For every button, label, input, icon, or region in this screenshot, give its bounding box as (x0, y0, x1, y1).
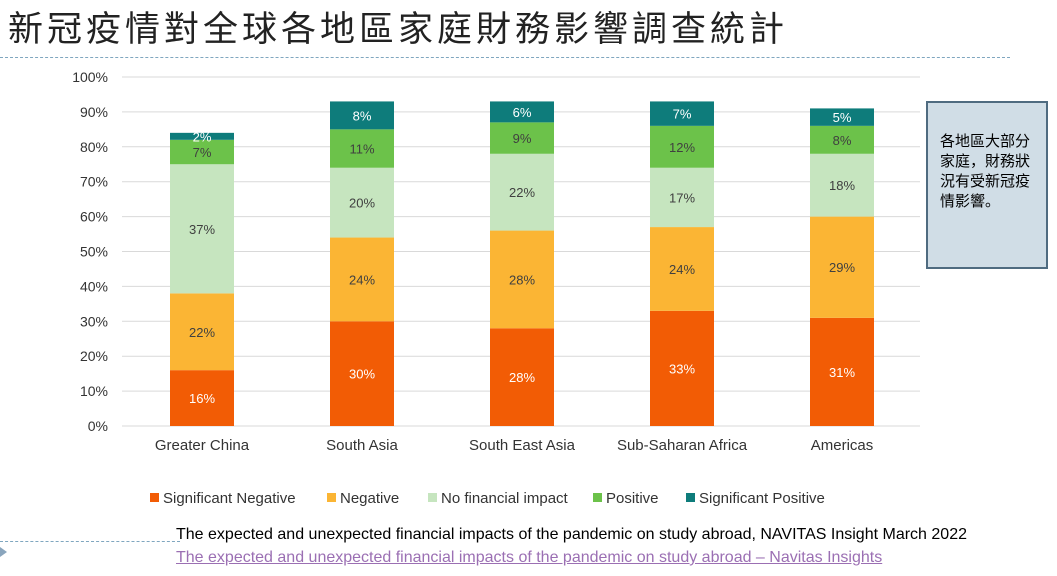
note-box: 各地區大部分家庭，財務狀況有受新冠疫情影響。 (926, 101, 1048, 269)
x-tick-label: Sub-Saharan Africa (617, 437, 748, 454)
data-label: 8% (833, 133, 852, 148)
data-label: 33% (669, 361, 695, 376)
x-tick-label: South Asia (326, 437, 398, 454)
legend-swatch (686, 493, 695, 502)
page-title: 新冠疫情對全球各地區家庭財務影響調查統計 (8, 6, 1008, 54)
data-label: 28% (509, 272, 535, 287)
legend-swatch (428, 493, 437, 502)
data-label: 11% (349, 142, 374, 157)
data-label: 7% (673, 107, 692, 122)
bottom-divider (0, 541, 180, 542)
data-label: 29% (829, 260, 855, 275)
data-label: 22% (189, 325, 215, 340)
y-tick-label: 10% (80, 383, 108, 399)
data-label: 31% (829, 365, 855, 380)
y-tick-label: 90% (80, 104, 108, 120)
legend-label: Negative (340, 490, 399, 507)
y-tick-label: 50% (80, 244, 108, 260)
legend-item: Significant Negative (150, 490, 296, 507)
legend-label: Positive (606, 490, 659, 507)
legend-label: No financial impact (441, 490, 568, 507)
legend-swatch (150, 493, 159, 502)
source-citation: The expected and unexpected financial im… (176, 526, 967, 544)
y-tick-label: 0% (88, 418, 108, 434)
y-tick-label: 20% (80, 348, 108, 364)
x-tick-label: Greater China (155, 437, 250, 454)
legend-label: Significant Negative (163, 490, 296, 507)
data-label: 22% (509, 185, 535, 200)
data-label: 18% (829, 178, 855, 193)
y-tick-label: 100% (72, 69, 108, 85)
y-tick-label: 60% (80, 209, 108, 225)
data-label: 5% (833, 110, 852, 125)
data-label: 17% (669, 190, 695, 205)
y-tick-label: 30% (80, 313, 108, 329)
x-tick-label: Americas (811, 437, 874, 454)
data-label: 9% (513, 131, 532, 146)
data-label: 7% (193, 145, 212, 160)
legend-item: Negative (327, 490, 399, 507)
stacked-bar-chart: 0% 10% 20% 30% 40% 50% 60% 70% 80% 90% 100% 16% 22% 3… (0, 60, 920, 480)
legend-item: Significant Positive (686, 490, 825, 507)
x-tick-label: South East Asia (469, 437, 576, 454)
data-label: 6% (513, 105, 532, 120)
data-label: 12% (669, 140, 695, 155)
data-label: 16% (189, 391, 215, 406)
data-label: 28% (509, 370, 535, 385)
data-label: 2% (193, 129, 212, 144)
source-link[interactable]: The expected and unexpected financial im… (176, 549, 882, 567)
data-label: 24% (349, 272, 375, 287)
title-divider (0, 57, 1010, 58)
data-label: 20% (349, 196, 375, 211)
legend-swatch (327, 493, 336, 502)
data-label: 37% (189, 222, 215, 237)
data-label: 24% (669, 262, 695, 277)
legend-item: No financial impact (428, 490, 568, 507)
y-tick-label: 40% (80, 278, 108, 294)
data-label: 30% (349, 367, 375, 382)
slide-arrow-icon (0, 547, 7, 557)
y-tick-label: 80% (80, 139, 108, 155)
y-tick-label: 70% (80, 174, 108, 190)
legend-item: Positive (593, 490, 659, 507)
legend-label: Significant Positive (699, 490, 825, 507)
data-label: 8% (353, 108, 372, 123)
legend-swatch (593, 493, 602, 502)
